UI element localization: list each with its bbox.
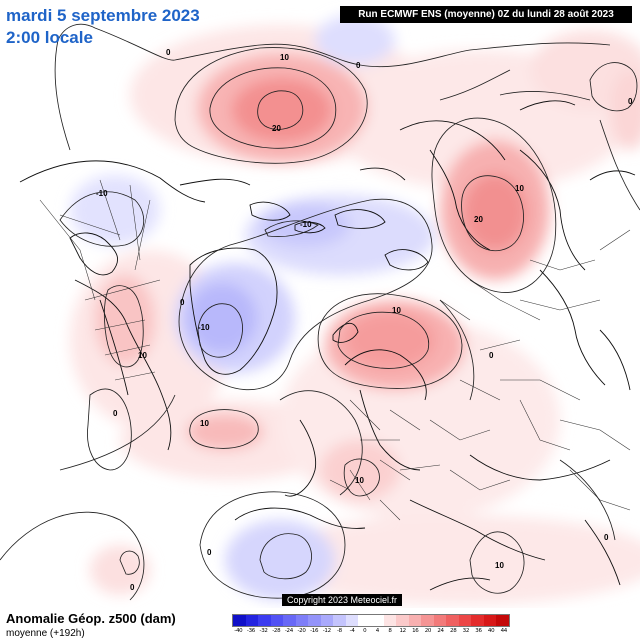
contour-label: -10 [96, 189, 108, 198]
legend-swatch [496, 615, 510, 626]
forecast-date: mardi 5 septembre 2023 [6, 6, 200, 25]
contour-label: 0 [628, 97, 633, 106]
contour-label: 20 [474, 215, 483, 224]
legend-swatch [371, 615, 384, 626]
legend-swatch [345, 615, 359, 626]
legend-swatch [483, 615, 497, 626]
legend-tick-label: -20 [297, 628, 306, 634]
contour-label: 0 [180, 298, 185, 307]
contour-label: 0 [604, 533, 609, 542]
contour-label: 0 [356, 61, 361, 70]
legend-tick-label: 4 [375, 628, 379, 634]
borders [39, 179, 631, 521]
legend-swatch [245, 615, 259, 626]
map-footer: Anomalie Géop. z500 (dam) moyenne (+192h… [0, 608, 640, 640]
contour-label: 10 [138, 351, 147, 360]
legend-tick-label: 16 [412, 628, 419, 634]
contour-labels: 0 10 0 20 10 20 10 0 10 10 0 10 -10 -10 … [96, 48, 633, 592]
legend-tick-label: -24 [284, 628, 293, 634]
legend-swatch [396, 615, 409, 626]
legend-tick-label: -32 [259, 628, 268, 634]
legend-swatch [421, 615, 434, 626]
legend-ticks: -40 -36 -32 -28 -24 -20 -16 -12 -8 -4 0 4 8 12 16 20 24 2… [232, 628, 510, 638]
legend-tick-label: 20 [424, 628, 432, 634]
legend-swatch [283, 615, 296, 626]
legend-swatch [308, 615, 321, 626]
legend-swatch [295, 615, 309, 626]
contour-label: 10 [495, 561, 504, 570]
legend-tick-label: -40 [234, 628, 243, 634]
legend-swatch [233, 615, 246, 626]
contour-label: 10 [200, 419, 209, 428]
legend-swatch [270, 615, 284, 626]
model-run-banner: Run ECMWF ENS (moyenne) 0Z du lundi 28 a… [340, 6, 632, 23]
contour-label: 10 [355, 476, 364, 485]
contour-label: 0 [130, 583, 135, 592]
contour-label: -10 [300, 220, 312, 229]
legend-swatch [446, 615, 459, 626]
legend-tick-label: 8 [388, 628, 392, 634]
legend-swatch [471, 615, 484, 626]
legend-swatch [408, 615, 422, 626]
contour-label: 20 [272, 124, 281, 133]
legend-swatch [258, 615, 271, 626]
contour-label: -10 [198, 323, 210, 332]
legend-tick-label: 12 [399, 628, 406, 634]
anomaly-shading [70, 15, 640, 605]
contour-lines [0, 23, 640, 601]
legend-tick-label: 24 [437, 628, 444, 634]
legend-swatch [333, 615, 346, 626]
legend-swatch [358, 615, 372, 626]
legend-tick-label: -4 [349, 628, 355, 634]
contour-label: 0 [207, 548, 212, 557]
legend-tick-label: 0 [363, 628, 367, 634]
contour-label: 10 [515, 184, 524, 193]
legend-tick-label: 36 [475, 628, 482, 634]
copyright-notice: Copyright 2023 Meteociel.fr [282, 594, 403, 606]
legend-tick-label: -8 [337, 628, 342, 634]
forecast-time: 2:00 locale [6, 28, 93, 47]
anomaly-map: 0 10 0 20 10 20 10 0 10 10 0 10 -10 -10 … [0, 15, 640, 605]
legend-tick-label: 28 [450, 628, 457, 634]
contour-label: 10 [392, 306, 401, 315]
legend-tick-label: -36 [246, 628, 255, 634]
legend-tick-label: 40 [487, 628, 495, 634]
field-name: Anomalie Géop. z500 (dam) [6, 611, 176, 626]
legend-swatch [458, 615, 472, 626]
legend-tick-label: 44 [500, 628, 508, 634]
contour-label: 0 [113, 409, 118, 418]
legend-tick-label: 32 [462, 628, 470, 634]
legend-swatch [433, 615, 447, 626]
contour-label: 0 [489, 351, 494, 360]
legend-tick-label: -12 [322, 628, 331, 634]
legend-tick-label: -28 [272, 628, 281, 634]
contour-label: 10 [280, 53, 289, 62]
legend-tick-label: -16 [310, 628, 319, 634]
legend-swatch [383, 615, 397, 626]
legend-swatches [232, 614, 510, 627]
color-legend: -40 -36 -32 -28 -24 -20 -16 -12 -8 -4 0 4 8 12 16 20 24 2… [232, 614, 510, 636]
legend-swatch [320, 615, 334, 626]
contour-label: 0 [166, 48, 171, 57]
field-subtitle: moyenne (+192h) [6, 628, 85, 639]
